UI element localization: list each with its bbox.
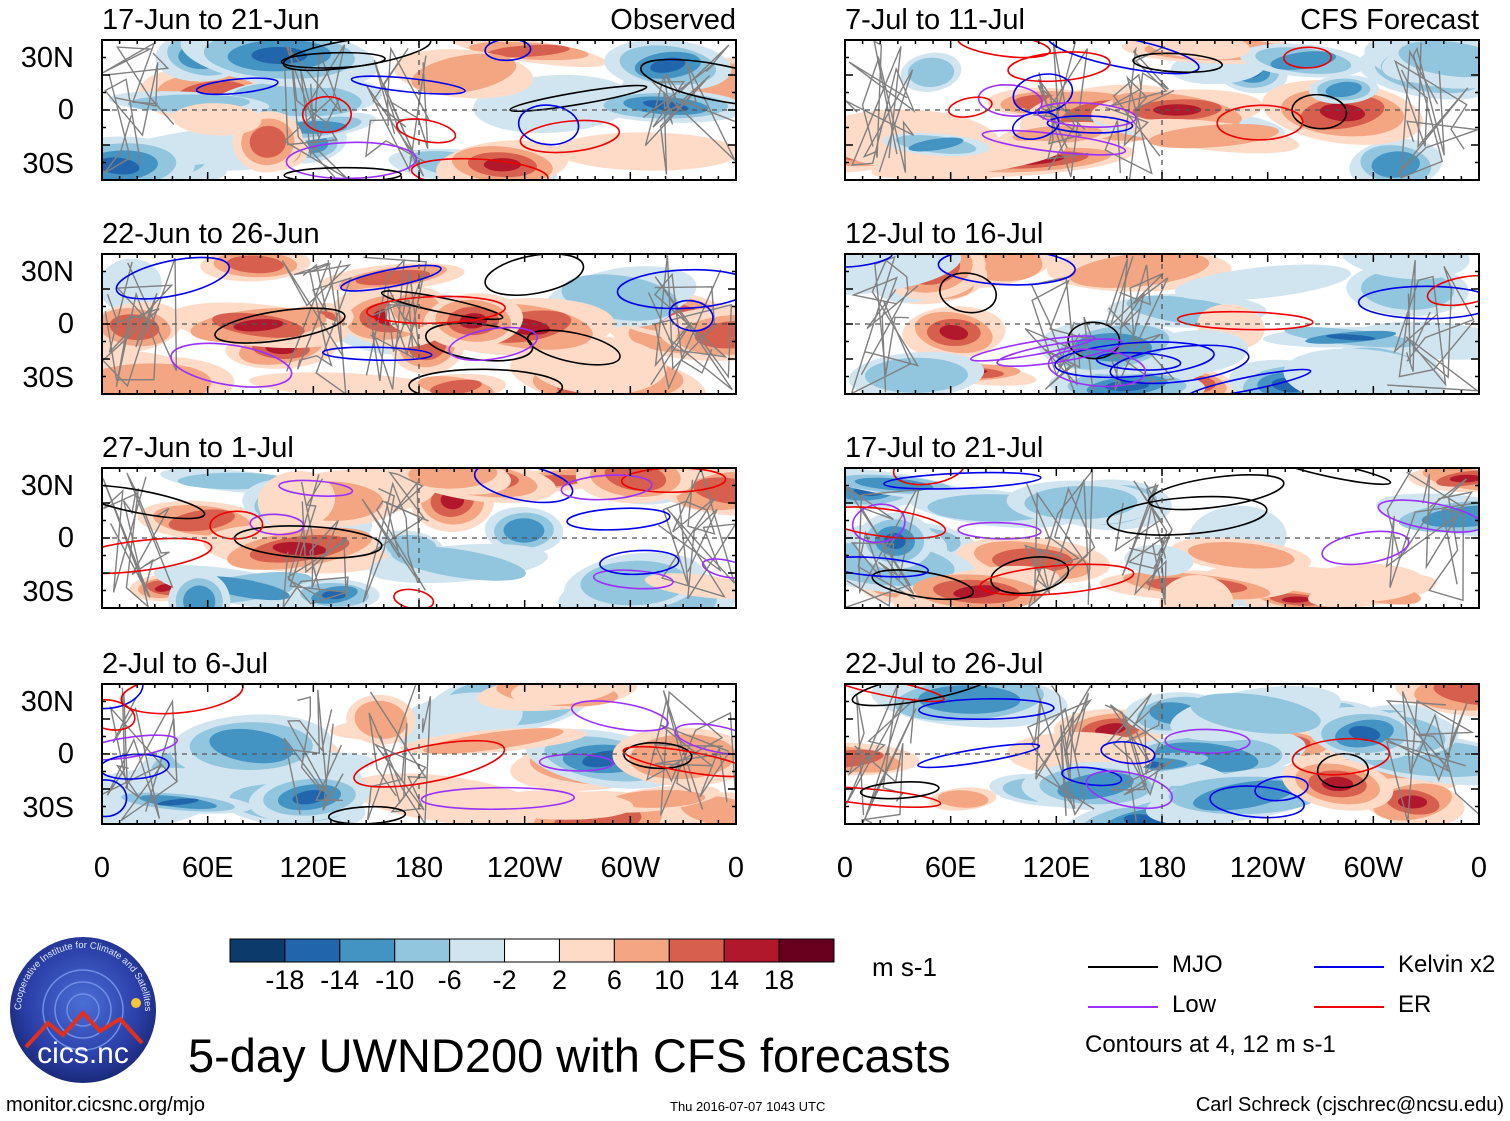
colorbar-level-label: -6 bbox=[437, 965, 462, 995]
panel-title: 22-Jun to 26-Jun bbox=[102, 218, 320, 250]
y-tick-label: 30S bbox=[22, 576, 74, 608]
colorbar-swatch bbox=[558, 938, 615, 963]
logo-text: cics.nc bbox=[37, 1037, 129, 1070]
colorbar-swatch bbox=[284, 938, 341, 963]
units-label: m s-1 bbox=[872, 952, 937, 982]
colorbar-swatch bbox=[229, 938, 286, 963]
x-tick-label: 120W bbox=[1229, 852, 1306, 884]
legend-label: Low bbox=[1172, 991, 1217, 1018]
y-tick-label: 30N bbox=[20, 686, 74, 718]
panel-title: 17-Jul to 21-Jul bbox=[845, 432, 1044, 464]
map-panel bbox=[101, 39, 737, 181]
colorbar-level-label: -18 bbox=[265, 965, 305, 995]
map-panel bbox=[101, 683, 737, 825]
colorbar-level-label: -14 bbox=[320, 965, 360, 995]
map-panel bbox=[101, 467, 737, 609]
colorbar-level-label: 18 bbox=[764, 965, 795, 995]
colorbar-swatch bbox=[504, 938, 560, 963]
x-tick-label: 180 bbox=[1137, 852, 1187, 884]
observed-label: Observed bbox=[610, 4, 736, 36]
x-tick-label: 60W bbox=[1343, 852, 1404, 884]
colorbar-level-label: -10 bbox=[375, 965, 415, 995]
colorbar-level-label: 14 bbox=[709, 965, 740, 995]
legend-label: Kelvin x2 bbox=[1398, 951, 1496, 978]
panel-title: 7-Jul to 11-Jul bbox=[845, 4, 1025, 36]
y-tick-label: 0 bbox=[57, 308, 74, 340]
map-panel bbox=[844, 253, 1480, 395]
legend-label: ER bbox=[1398, 991, 1432, 1018]
y-tick-label: 0 bbox=[57, 738, 74, 770]
panel-title: 17-Jun to 21-Jun bbox=[102, 4, 320, 36]
panel-title: 2-Jul to 6-Jul bbox=[102, 648, 269, 680]
colorbar-level-label: 10 bbox=[654, 965, 685, 995]
colorbar-swatch bbox=[394, 938, 451, 963]
map-panel bbox=[844, 467, 1480, 609]
colorbar-swatch bbox=[339, 938, 396, 963]
colorbar-swatch bbox=[449, 938, 506, 963]
panel-title: 27-Jun to 1-Jul bbox=[102, 432, 294, 464]
x-tick-label: 120E bbox=[1022, 852, 1091, 884]
y-tick-label: 0 bbox=[57, 94, 74, 126]
legend-line bbox=[1088, 966, 1158, 968]
colorbar-swatch bbox=[723, 938, 780, 963]
footer-timestamp: Thu 2016-07-07 1043 UTC bbox=[670, 1099, 826, 1114]
cics-logo: Cooperative Institute for Climate and Sa… bbox=[8, 935, 158, 1085]
chart-title: 5-day UWND200 with CFS forecasts bbox=[188, 1029, 951, 1082]
footer-author: Carl Schreck (cjschrec@ncsu.edu) bbox=[1195, 1094, 1504, 1116]
colorbar-level-label: -2 bbox=[492, 965, 517, 995]
y-tick-label: 30N bbox=[20, 256, 74, 288]
x-tick-label: 120W bbox=[486, 852, 563, 884]
panel-title: 22-Jul to 26-Jul bbox=[845, 648, 1044, 680]
panel-title: 12-Jul to 16-Jul bbox=[845, 218, 1044, 250]
footer-url: monitor.cicsnc.org/mjo bbox=[6, 1094, 205, 1116]
x-tick-label: 0 bbox=[93, 852, 111, 884]
map-panel bbox=[844, 39, 1480, 181]
y-tick-label: 30S bbox=[22, 792, 74, 824]
x-tick-label: 120E bbox=[279, 852, 348, 884]
legend-line bbox=[1088, 1006, 1158, 1008]
colorbar-level-label: 6 bbox=[606, 965, 622, 995]
x-tick-label: 0 bbox=[1470, 852, 1488, 884]
colorbar-swatch bbox=[613, 938, 670, 963]
x-tick-label: 180 bbox=[394, 852, 444, 884]
x-tick-label: 60E bbox=[924, 852, 977, 884]
y-tick-label: 30N bbox=[20, 42, 74, 74]
x-tick-label: 60E bbox=[181, 852, 234, 884]
y-tick-label: 30S bbox=[22, 362, 74, 394]
colorbar-level-label: 2 bbox=[551, 965, 567, 995]
x-tick-label: 0 bbox=[836, 852, 854, 884]
x-tick-label: 0 bbox=[727, 852, 745, 884]
colorbar-swatch bbox=[668, 938, 725, 963]
legend-line bbox=[1314, 966, 1384, 968]
map-panel bbox=[101, 253, 737, 395]
colorbar-swatch bbox=[778, 938, 835, 963]
legend-label: MJO bbox=[1172, 951, 1223, 978]
colorbar bbox=[229, 938, 835, 963]
legend-line bbox=[1314, 1006, 1384, 1008]
y-tick-label: 30N bbox=[20, 470, 74, 502]
y-tick-label: 30S bbox=[22, 148, 74, 180]
map-panel bbox=[844, 683, 1480, 825]
forecast-label: CFS Forecast bbox=[1300, 4, 1479, 36]
contour-note: Contours at 4, 12 m s-1 bbox=[1085, 1031, 1336, 1058]
y-tick-label: 0 bbox=[57, 522, 74, 554]
x-tick-label: 60W bbox=[600, 852, 661, 884]
